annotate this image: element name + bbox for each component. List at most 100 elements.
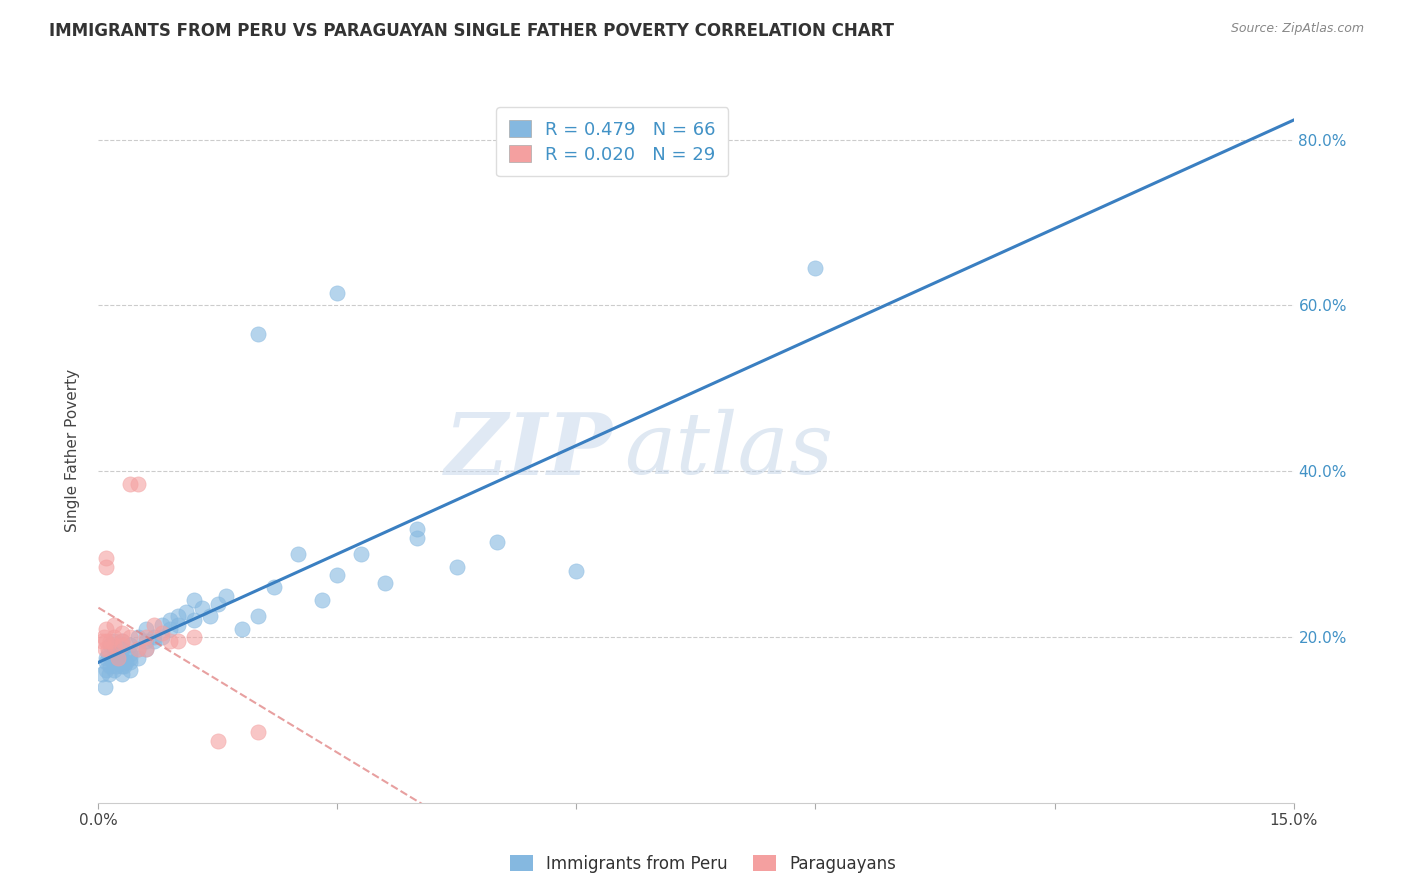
Point xyxy=(96,663,118,677)
Point xyxy=(96,622,118,636)
Point xyxy=(103,642,125,657)
Point xyxy=(96,634,118,648)
Point xyxy=(246,609,269,624)
Point xyxy=(96,650,118,665)
Point xyxy=(120,655,142,669)
Point xyxy=(96,655,118,669)
Point xyxy=(311,592,333,607)
Text: ZIP: ZIP xyxy=(444,409,613,492)
Point xyxy=(111,634,134,648)
Point xyxy=(112,659,135,673)
Point xyxy=(246,725,269,739)
Point xyxy=(103,650,125,665)
Point xyxy=(446,559,468,574)
Point xyxy=(101,655,124,669)
Point xyxy=(98,634,122,648)
Point xyxy=(127,476,149,491)
Legend: Immigrants from Peru, Paraguayans: Immigrants from Peru, Paraguayans xyxy=(503,848,903,880)
Point xyxy=(107,655,129,669)
Point xyxy=(150,625,173,640)
Point xyxy=(191,601,214,615)
Point xyxy=(150,630,173,644)
Point xyxy=(127,642,149,657)
Point xyxy=(103,638,125,652)
Point xyxy=(127,650,149,665)
Point xyxy=(198,609,221,624)
Point xyxy=(167,609,190,624)
Point xyxy=(565,564,588,578)
Text: Source: ZipAtlas.com: Source: ZipAtlas.com xyxy=(1230,22,1364,36)
Point xyxy=(115,655,138,669)
Point xyxy=(127,630,149,644)
Text: IMMIGRANTS FROM PERU VS PARAGUAYAN SINGLE FATHER POVERTY CORRELATION CHART: IMMIGRANTS FROM PERU VS PARAGUAYAN SINGL… xyxy=(49,22,894,40)
Point xyxy=(207,733,229,747)
Point xyxy=(91,634,114,648)
Point xyxy=(120,650,142,665)
Point xyxy=(374,576,396,591)
Point xyxy=(94,642,117,657)
Point xyxy=(111,625,134,640)
Point xyxy=(183,592,205,607)
Point xyxy=(94,680,117,694)
Point xyxy=(246,327,269,342)
Point xyxy=(103,630,125,644)
Point xyxy=(103,617,125,632)
Point xyxy=(287,547,309,561)
Point xyxy=(143,630,166,644)
Point xyxy=(120,630,142,644)
Point xyxy=(96,551,118,566)
Point xyxy=(143,634,166,648)
Point xyxy=(97,647,120,661)
Point xyxy=(111,634,134,648)
Point xyxy=(93,630,115,644)
Point xyxy=(207,597,229,611)
Point xyxy=(96,559,118,574)
Point xyxy=(111,642,134,657)
Point xyxy=(215,589,238,603)
Point xyxy=(120,638,142,652)
Point xyxy=(127,642,149,657)
Point xyxy=(167,617,190,632)
Point xyxy=(143,617,166,632)
Point xyxy=(183,614,205,628)
Point xyxy=(350,547,373,561)
Legend: R = 0.479   N = 66, R = 0.020   N = 29: R = 0.479 N = 66, R = 0.020 N = 29 xyxy=(496,107,728,177)
Point xyxy=(485,534,508,549)
Point xyxy=(183,630,205,644)
Point xyxy=(111,650,134,665)
Point xyxy=(804,261,827,276)
Point xyxy=(111,638,134,652)
Point xyxy=(263,580,285,594)
Point xyxy=(167,634,190,648)
Point xyxy=(120,476,142,491)
Point xyxy=(159,634,181,648)
Point xyxy=(107,647,129,661)
Point xyxy=(135,634,157,648)
Point xyxy=(150,617,173,632)
Point xyxy=(97,642,120,657)
Point xyxy=(120,647,142,661)
Point xyxy=(231,622,253,636)
Point xyxy=(120,663,142,677)
Point xyxy=(406,522,429,536)
Point xyxy=(159,622,181,636)
Point xyxy=(91,667,114,681)
Point xyxy=(111,659,134,673)
Point xyxy=(111,667,134,681)
Point xyxy=(326,567,349,582)
Point xyxy=(135,642,157,657)
Point xyxy=(103,663,125,677)
Point xyxy=(135,630,157,644)
Point xyxy=(98,659,122,673)
Point xyxy=(135,642,157,657)
Y-axis label: Single Father Poverty: Single Father Poverty xyxy=(65,369,80,532)
Point xyxy=(174,605,197,619)
Point xyxy=(406,531,429,545)
Point xyxy=(326,285,349,300)
Text: atlas: atlas xyxy=(624,409,834,491)
Point xyxy=(103,634,125,648)
Point xyxy=(107,650,129,665)
Point xyxy=(159,614,181,628)
Point xyxy=(135,622,157,636)
Point xyxy=(97,667,120,681)
